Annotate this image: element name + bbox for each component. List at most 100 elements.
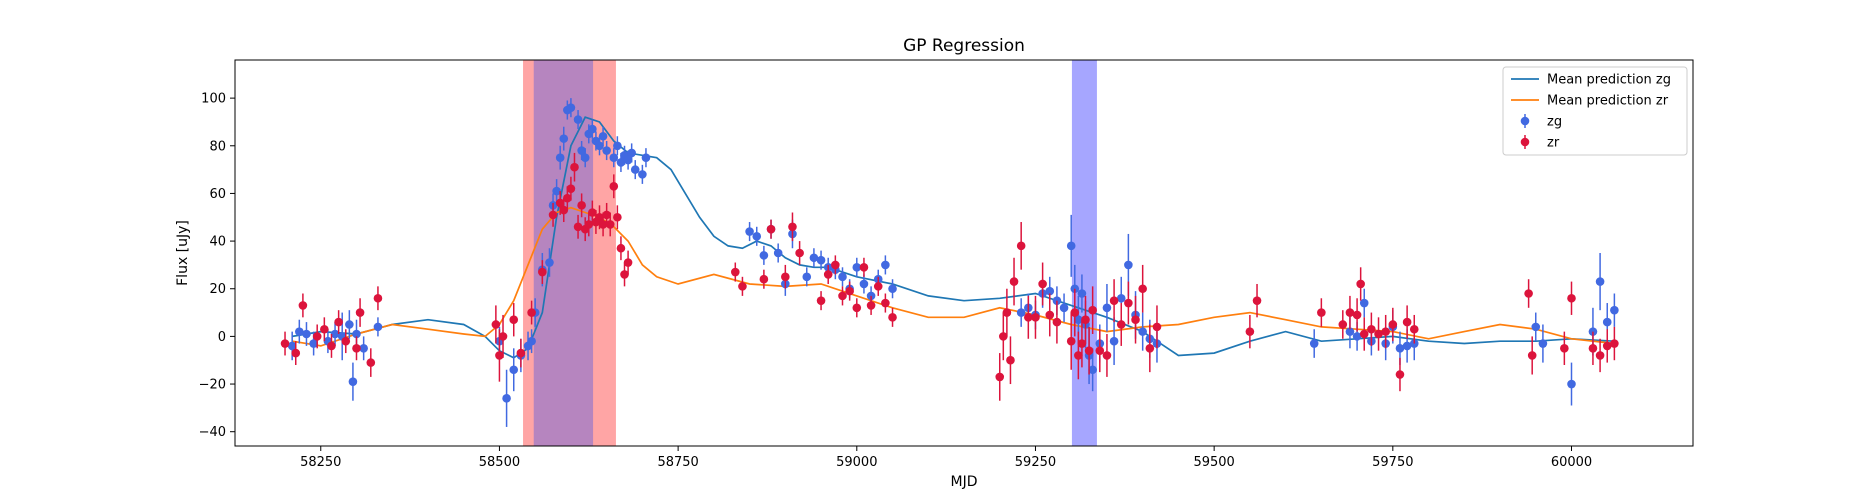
data-point <box>1074 351 1083 360</box>
data-point <box>566 103 576 112</box>
data-point <box>491 320 501 329</box>
data-point <box>816 296 826 305</box>
data-point <box>516 348 526 358</box>
data-point <box>745 227 754 236</box>
data-point <box>509 365 519 375</box>
x-tick-label: 58750 <box>657 455 698 470</box>
data-point <box>873 282 883 291</box>
data-point <box>1081 315 1090 325</box>
legend-marker-swatch <box>1520 116 1530 126</box>
data-point <box>1102 303 1112 313</box>
data-point <box>1016 308 1026 317</box>
data-point <box>1006 355 1015 365</box>
data-point <box>298 301 308 310</box>
legend-marker-swatch <box>1520 137 1530 147</box>
data-point <box>620 270 629 279</box>
data-point <box>352 329 361 339</box>
data-point <box>866 301 876 310</box>
data-point <box>502 394 511 403</box>
data-point <box>1567 293 1576 303</box>
data-point <box>577 201 586 210</box>
data-point <box>1602 341 1612 351</box>
data-point <box>1077 289 1087 298</box>
data-point <box>295 327 304 336</box>
data-point <box>570 162 579 172</box>
data-point <box>602 210 611 220</box>
data-point <box>623 258 633 267</box>
data-point <box>1052 317 1062 327</box>
data-point <box>548 210 558 220</box>
data-point <box>1152 322 1162 332</box>
data-point <box>738 282 747 291</box>
data-point <box>1009 277 1019 286</box>
data-point <box>752 232 762 241</box>
x-tick-label: 60000 <box>1551 455 1592 470</box>
data-point <box>1388 320 1398 329</box>
data-point <box>566 184 576 193</box>
data-point <box>348 377 358 386</box>
data-point <box>730 267 740 277</box>
legend-label: zr <box>1547 136 1560 151</box>
data-point <box>609 153 619 162</box>
legend-label: zg <box>1547 115 1562 130</box>
data-point <box>1059 303 1069 313</box>
legend-label: Mean prediction zg <box>1547 73 1671 88</box>
data-point <box>598 131 608 141</box>
data-point <box>1595 351 1605 360</box>
x-tick-label: 59000 <box>836 455 877 470</box>
data-point <box>859 262 869 272</box>
data-point <box>616 243 626 253</box>
data-point <box>809 253 819 263</box>
y-tick-label: −20 <box>199 378 226 393</box>
y-tick-label: 80 <box>209 139 226 154</box>
data-point <box>1077 339 1087 348</box>
data-point <box>759 274 769 284</box>
data-point <box>766 224 776 234</box>
data-point <box>1352 332 1362 341</box>
data-point <box>355 308 365 317</box>
data-point <box>1116 320 1126 329</box>
data-point <box>613 141 622 151</box>
data-point <box>1088 365 1097 375</box>
chart-title: GP Regression <box>903 36 1025 56</box>
data-point <box>1352 310 1362 320</box>
data-point <box>1038 279 1047 289</box>
data-point <box>1402 341 1412 351</box>
data-point <box>831 260 840 270</box>
series-layer <box>280 98 1619 427</box>
data-point <box>573 222 583 232</box>
legend-label: Mean prediction zr <box>1547 94 1669 109</box>
data-point <box>888 313 897 322</box>
data-point <box>838 272 847 282</box>
plot-frame <box>234 59 1694 447</box>
data-point <box>641 153 651 162</box>
data-point <box>527 336 536 346</box>
data-point <box>366 358 376 367</box>
data-point <box>1031 313 1040 322</box>
data-point <box>1395 370 1405 379</box>
data-point <box>555 153 565 162</box>
data-point <box>538 267 547 277</box>
data-point <box>1538 339 1548 348</box>
data-point <box>509 315 519 325</box>
data-point <box>1109 336 1119 346</box>
legend: Mean prediction zg Mean prediction zr zg zr <box>1502 66 1688 156</box>
data-point <box>573 115 583 124</box>
data-point <box>555 198 565 208</box>
data-point <box>559 134 569 143</box>
data-point <box>352 344 361 353</box>
data-point <box>888 284 897 294</box>
data-point <box>291 348 301 358</box>
legend-box <box>1502 66 1688 156</box>
data-point <box>816 255 826 265</box>
data-point <box>1356 279 1365 289</box>
data-point <box>623 155 633 165</box>
data-point <box>1095 346 1105 355</box>
x-tick-label: 58250 <box>300 455 341 470</box>
data-point <box>359 344 368 353</box>
data-point <box>287 341 297 351</box>
data-point <box>881 298 890 308</box>
x-tick-label: 59500 <box>1193 455 1234 470</box>
data-point <box>302 329 311 339</box>
data-point <box>1252 296 1262 305</box>
